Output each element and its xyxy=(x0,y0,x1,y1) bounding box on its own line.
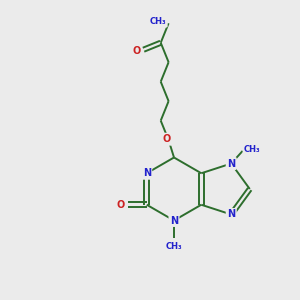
Text: N: N xyxy=(170,215,178,226)
Text: N: N xyxy=(227,209,235,220)
Text: N: N xyxy=(227,158,235,169)
Text: CH₃: CH₃ xyxy=(244,145,261,154)
Text: CH₃: CH₃ xyxy=(166,242,182,251)
Text: N: N xyxy=(143,168,151,178)
Text: O: O xyxy=(116,200,125,210)
Text: O: O xyxy=(163,134,171,144)
Text: CH₃: CH₃ xyxy=(150,17,166,26)
Text: O: O xyxy=(132,46,141,56)
